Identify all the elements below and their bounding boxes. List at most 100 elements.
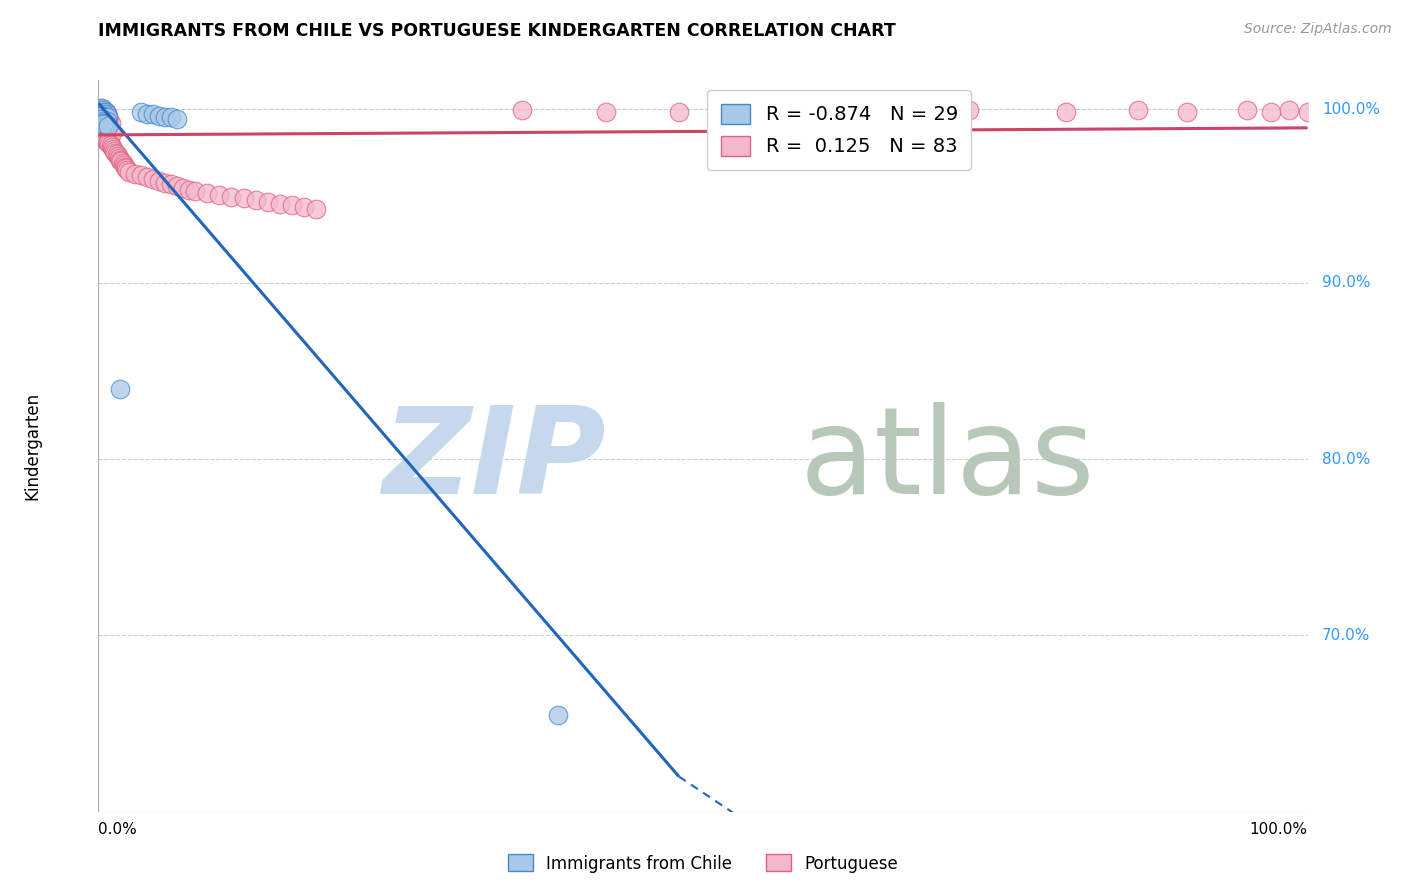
Point [160, 110, 183, 124]
Point [90, 103, 112, 118]
Text: 80.0%: 80.0% [1322, 451, 1371, 467]
Point [1278, 103, 1301, 118]
Point [195, 186, 218, 200]
Text: atlas: atlas [800, 402, 1095, 519]
Point [104, 145, 127, 160]
Point [94, 117, 117, 131]
Text: 0.0%: 0.0% [98, 822, 138, 838]
Point [305, 202, 328, 216]
Text: Source: ZipAtlas.com: Source: ZipAtlas.com [1244, 22, 1392, 37]
Legend: R = -0.874   N = 29, R =  0.125   N = 83: R = -0.874 N = 29, R = 0.125 N = 83 [707, 90, 972, 170]
Point [96, 135, 118, 149]
Point [108, 382, 131, 396]
Point [91, 113, 114, 128]
Legend: Immigrants from Chile, Portuguese: Immigrants from Chile, Portuguese [502, 847, 904, 880]
Point [91, 112, 114, 126]
Point [118, 165, 141, 179]
Point [98, 124, 121, 138]
Point [93, 107, 115, 121]
Point [94, 105, 117, 120]
Point [94, 109, 117, 123]
Point [160, 178, 183, 192]
Point [1260, 105, 1282, 120]
Point [114, 160, 136, 174]
Point [94, 133, 117, 147]
Point [107, 149, 129, 163]
Point [94, 120, 117, 135]
Point [153, 176, 176, 190]
Text: 100.0%: 100.0% [1322, 102, 1381, 117]
Text: 100.0%: 100.0% [1250, 822, 1308, 838]
Point [91, 105, 114, 120]
Point [91, 103, 114, 118]
Text: 70.0%: 70.0% [1322, 628, 1371, 643]
Point [142, 107, 165, 121]
Point [837, 105, 859, 120]
Point [91, 117, 114, 131]
Point [148, 174, 170, 188]
Point [97, 119, 120, 133]
Point [91, 102, 114, 116]
Point [93, 107, 115, 121]
Point [91, 109, 114, 123]
Point [100, 115, 122, 129]
Point [108, 151, 131, 165]
Point [91, 128, 114, 142]
Point [148, 109, 170, 123]
Point [91, 103, 114, 118]
Point [101, 142, 124, 156]
Point [256, 194, 278, 209]
Point [232, 191, 254, 205]
Point [100, 138, 122, 153]
Point [96, 107, 118, 121]
Point [112, 158, 135, 172]
Point [108, 153, 131, 167]
Point [1128, 103, 1150, 118]
Point [166, 179, 188, 194]
Point [957, 103, 980, 118]
Point [668, 105, 690, 120]
Point [96, 107, 118, 121]
Point [94, 105, 117, 120]
Point [124, 167, 146, 181]
Point [129, 105, 152, 120]
Point [93, 115, 115, 129]
Point [1296, 105, 1319, 120]
Point [115, 161, 138, 176]
Point [292, 200, 315, 214]
Point [1236, 103, 1258, 118]
Point [98, 113, 121, 128]
Point [177, 183, 201, 197]
Point [91, 129, 114, 144]
Point [98, 136, 121, 151]
Point [105, 147, 128, 161]
Point [111, 156, 134, 170]
Point [547, 707, 569, 722]
Point [90, 112, 112, 126]
Point [910, 105, 932, 120]
Point [172, 181, 194, 195]
Point [97, 135, 120, 149]
Point [110, 154, 132, 169]
Point [93, 105, 115, 120]
Point [91, 103, 114, 118]
Point [91, 117, 114, 131]
Point [93, 119, 115, 133]
Text: 90.0%: 90.0% [1322, 276, 1371, 291]
Point [245, 193, 267, 207]
Point [93, 131, 115, 145]
Point [208, 187, 231, 202]
Point [100, 126, 122, 140]
Point [129, 169, 152, 183]
Point [96, 110, 118, 124]
Point [91, 105, 114, 120]
Point [100, 126, 122, 140]
Point [135, 107, 157, 121]
Point [100, 140, 122, 154]
Point [184, 184, 207, 198]
Text: IMMIGRANTS FROM CHILE VS PORTUGUESE KINDERGARTEN CORRELATION CHART: IMMIGRANTS FROM CHILE VS PORTUGUESE KIND… [98, 22, 896, 40]
Text: ZIP: ZIP [382, 402, 606, 519]
Point [1175, 105, 1198, 120]
Point [752, 103, 775, 118]
Point [93, 103, 115, 118]
